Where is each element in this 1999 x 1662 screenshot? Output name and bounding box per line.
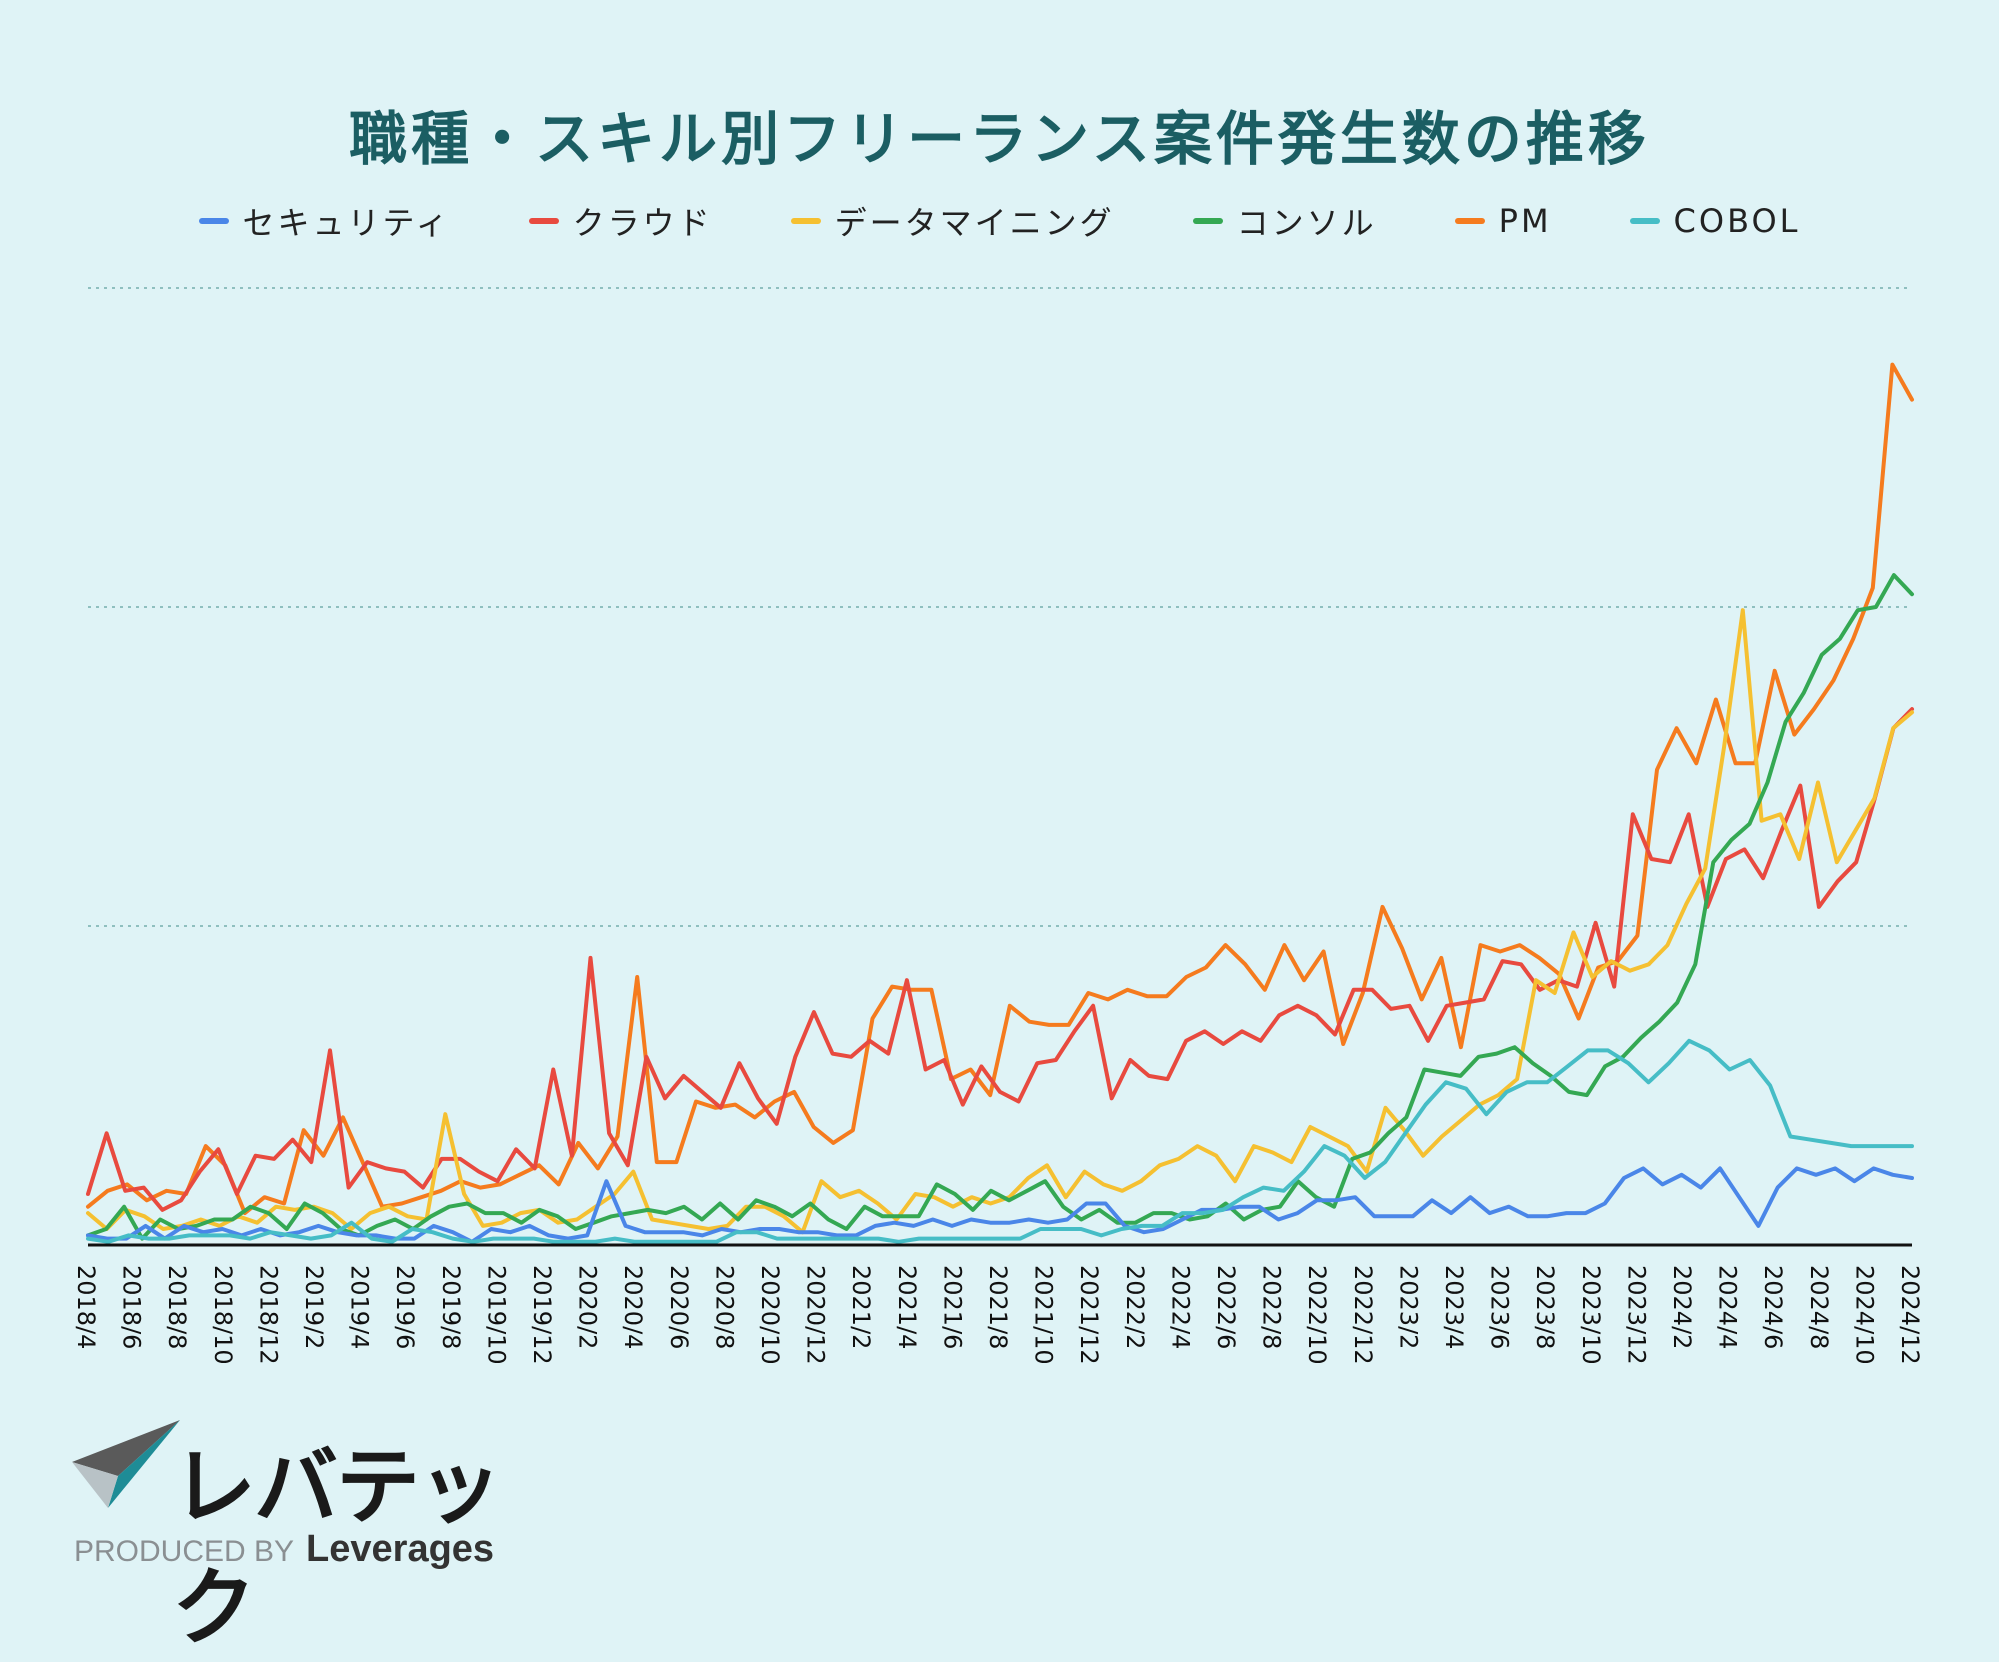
logo-brand-text: レバテック (172, 1438, 502, 1657)
legend-label-cobol: COBOL (1673, 202, 1801, 240)
x-tick-label: 2018/12 (254, 1265, 282, 1365)
x-tick-label: 2022/6 (1212, 1265, 1240, 1349)
x-tick-label: 2024/2 (1668, 1265, 1696, 1349)
x-tick-label: 2021/8 (984, 1265, 1012, 1349)
legend-label-consul: コンソル (1236, 204, 1377, 242)
x-tick-label: 2022/12 (1349, 1265, 1377, 1365)
series-layer (86, 362, 1914, 1244)
x-tick-label: 2020/12 (802, 1265, 830, 1365)
x-tick-label: 2019/2 (300, 1265, 328, 1349)
legend-label-data-mining: データマイニング (834, 204, 1115, 242)
x-tick-label: 2018/4 (72, 1265, 100, 1349)
produced-by-label: PRODUCED BY (74, 1535, 295, 1568)
legend-item-cobol[interactable]: COBOL (1629, 198, 1801, 244)
x-tick-label: 2024/4 (1714, 1265, 1742, 1349)
legend-label-security: セキュリティ (242, 204, 451, 242)
x-tick-label: 2021/10 (1030, 1265, 1058, 1365)
x-tick-label: 2023/10 (1577, 1265, 1605, 1365)
x-tick-label: 2018/10 (209, 1265, 237, 1365)
series-line-5 (86, 1038, 1914, 1244)
series-line-0 (86, 362, 1914, 1216)
legend-swatch-cobol (1629, 218, 1660, 224)
x-tick-label: 2020/6 (665, 1265, 693, 1349)
legend-item-data-mining[interactable]: データマイニング (790, 198, 1115, 244)
legend-item-security[interactable]: セキュリティ (198, 198, 451, 244)
legend-label-cloud: クラウド (572, 204, 713, 242)
series-line-3 (86, 573, 1914, 1241)
x-tick-label: 2022/10 (1303, 1265, 1331, 1365)
x-tick-label: 2022/4 (1166, 1265, 1194, 1349)
x-tick-label: 2021/6 (938, 1265, 966, 1349)
x-tick-label: 2023/6 (1486, 1265, 1514, 1349)
x-tick-label: 2019/12 (528, 1265, 556, 1365)
legend-item-pm[interactable]: PM (1454, 198, 1552, 244)
x-tick-label: 2024/12 (1896, 1265, 1924, 1365)
legend: セキュリティ クラウド データマイニング コンソル PM COBOL (0, 198, 1999, 244)
x-tick-label: 2024/10 (1850, 1265, 1878, 1365)
series-line-2 (86, 608, 1914, 1235)
legend-label-pm: PM (1498, 202, 1552, 240)
x-tick-label: 2019/8 (437, 1265, 465, 1349)
legend-swatch-pm (1454, 218, 1485, 224)
x-tick-label: 2021/12 (1075, 1265, 1103, 1365)
grid (88, 287, 1912, 927)
x-tick-label: 2020/8 (710, 1265, 738, 1349)
series-line-1 (86, 707, 1914, 1212)
leverages-logo: レバテック PRODUCED BY Leverages (72, 1420, 512, 1657)
x-tick-label: 2022/2 (1121, 1265, 1149, 1349)
x-tick-label: 2021/4 (893, 1265, 921, 1349)
chart-title: 職種・スキル別フリーランス案件発生数の推移 (349, 105, 1650, 173)
x-tick-label: 2018/6 (118, 1265, 146, 1349)
x-tick-label: 2020/10 (756, 1265, 784, 1365)
x-tick-label: 2023/2 (1394, 1265, 1422, 1349)
legend-item-consul[interactable]: コンソル (1192, 198, 1377, 244)
x-tick-label: 2024/8 (1805, 1265, 1833, 1349)
x-tick-label: 2024/6 (1759, 1265, 1787, 1349)
logo-mark-icon (72, 1420, 180, 1508)
x-tick-label: 2019/4 (346, 1265, 374, 1349)
x-tick-label: 2021/2 (847, 1265, 875, 1349)
x-tick-label: 2020/4 (619, 1265, 647, 1349)
line-chart: 2018/4 2018/6 2018/8 2018/10 2018/12 2019/2 20… (72, 287, 1924, 1365)
company-name: Leverages (306, 1528, 495, 1570)
legend-item-cloud[interactable]: クラウド (528, 198, 713, 244)
x-tick-label: 2019/6 (391, 1265, 419, 1349)
legend-swatch-consul (1192, 218, 1223, 224)
x-tick-label: 2020/2 (574, 1265, 602, 1349)
series-line-4 (86, 1166, 1914, 1244)
legend-swatch-security (198, 218, 229, 224)
x-tick-label: 2023/12 (1622, 1265, 1650, 1365)
x-tick-label: 2022/8 (1258, 1265, 1286, 1349)
x-tick-labels: 2018/4 2018/6 2018/8 2018/10 2018/12 2019/2 20… (72, 1265, 1924, 1365)
x-tick-label: 2018/8 (163, 1265, 191, 1349)
x-tick-label: 2023/4 (1440, 1265, 1468, 1349)
x-tick-label: 2023/8 (1531, 1265, 1559, 1349)
legend-swatch-data-mining (790, 218, 821, 224)
legend-swatch-cloud (528, 218, 559, 224)
produced-by-line: PRODUCED BY Leverages (74, 1528, 494, 1571)
x-tick-label: 2019/10 (482, 1265, 510, 1365)
